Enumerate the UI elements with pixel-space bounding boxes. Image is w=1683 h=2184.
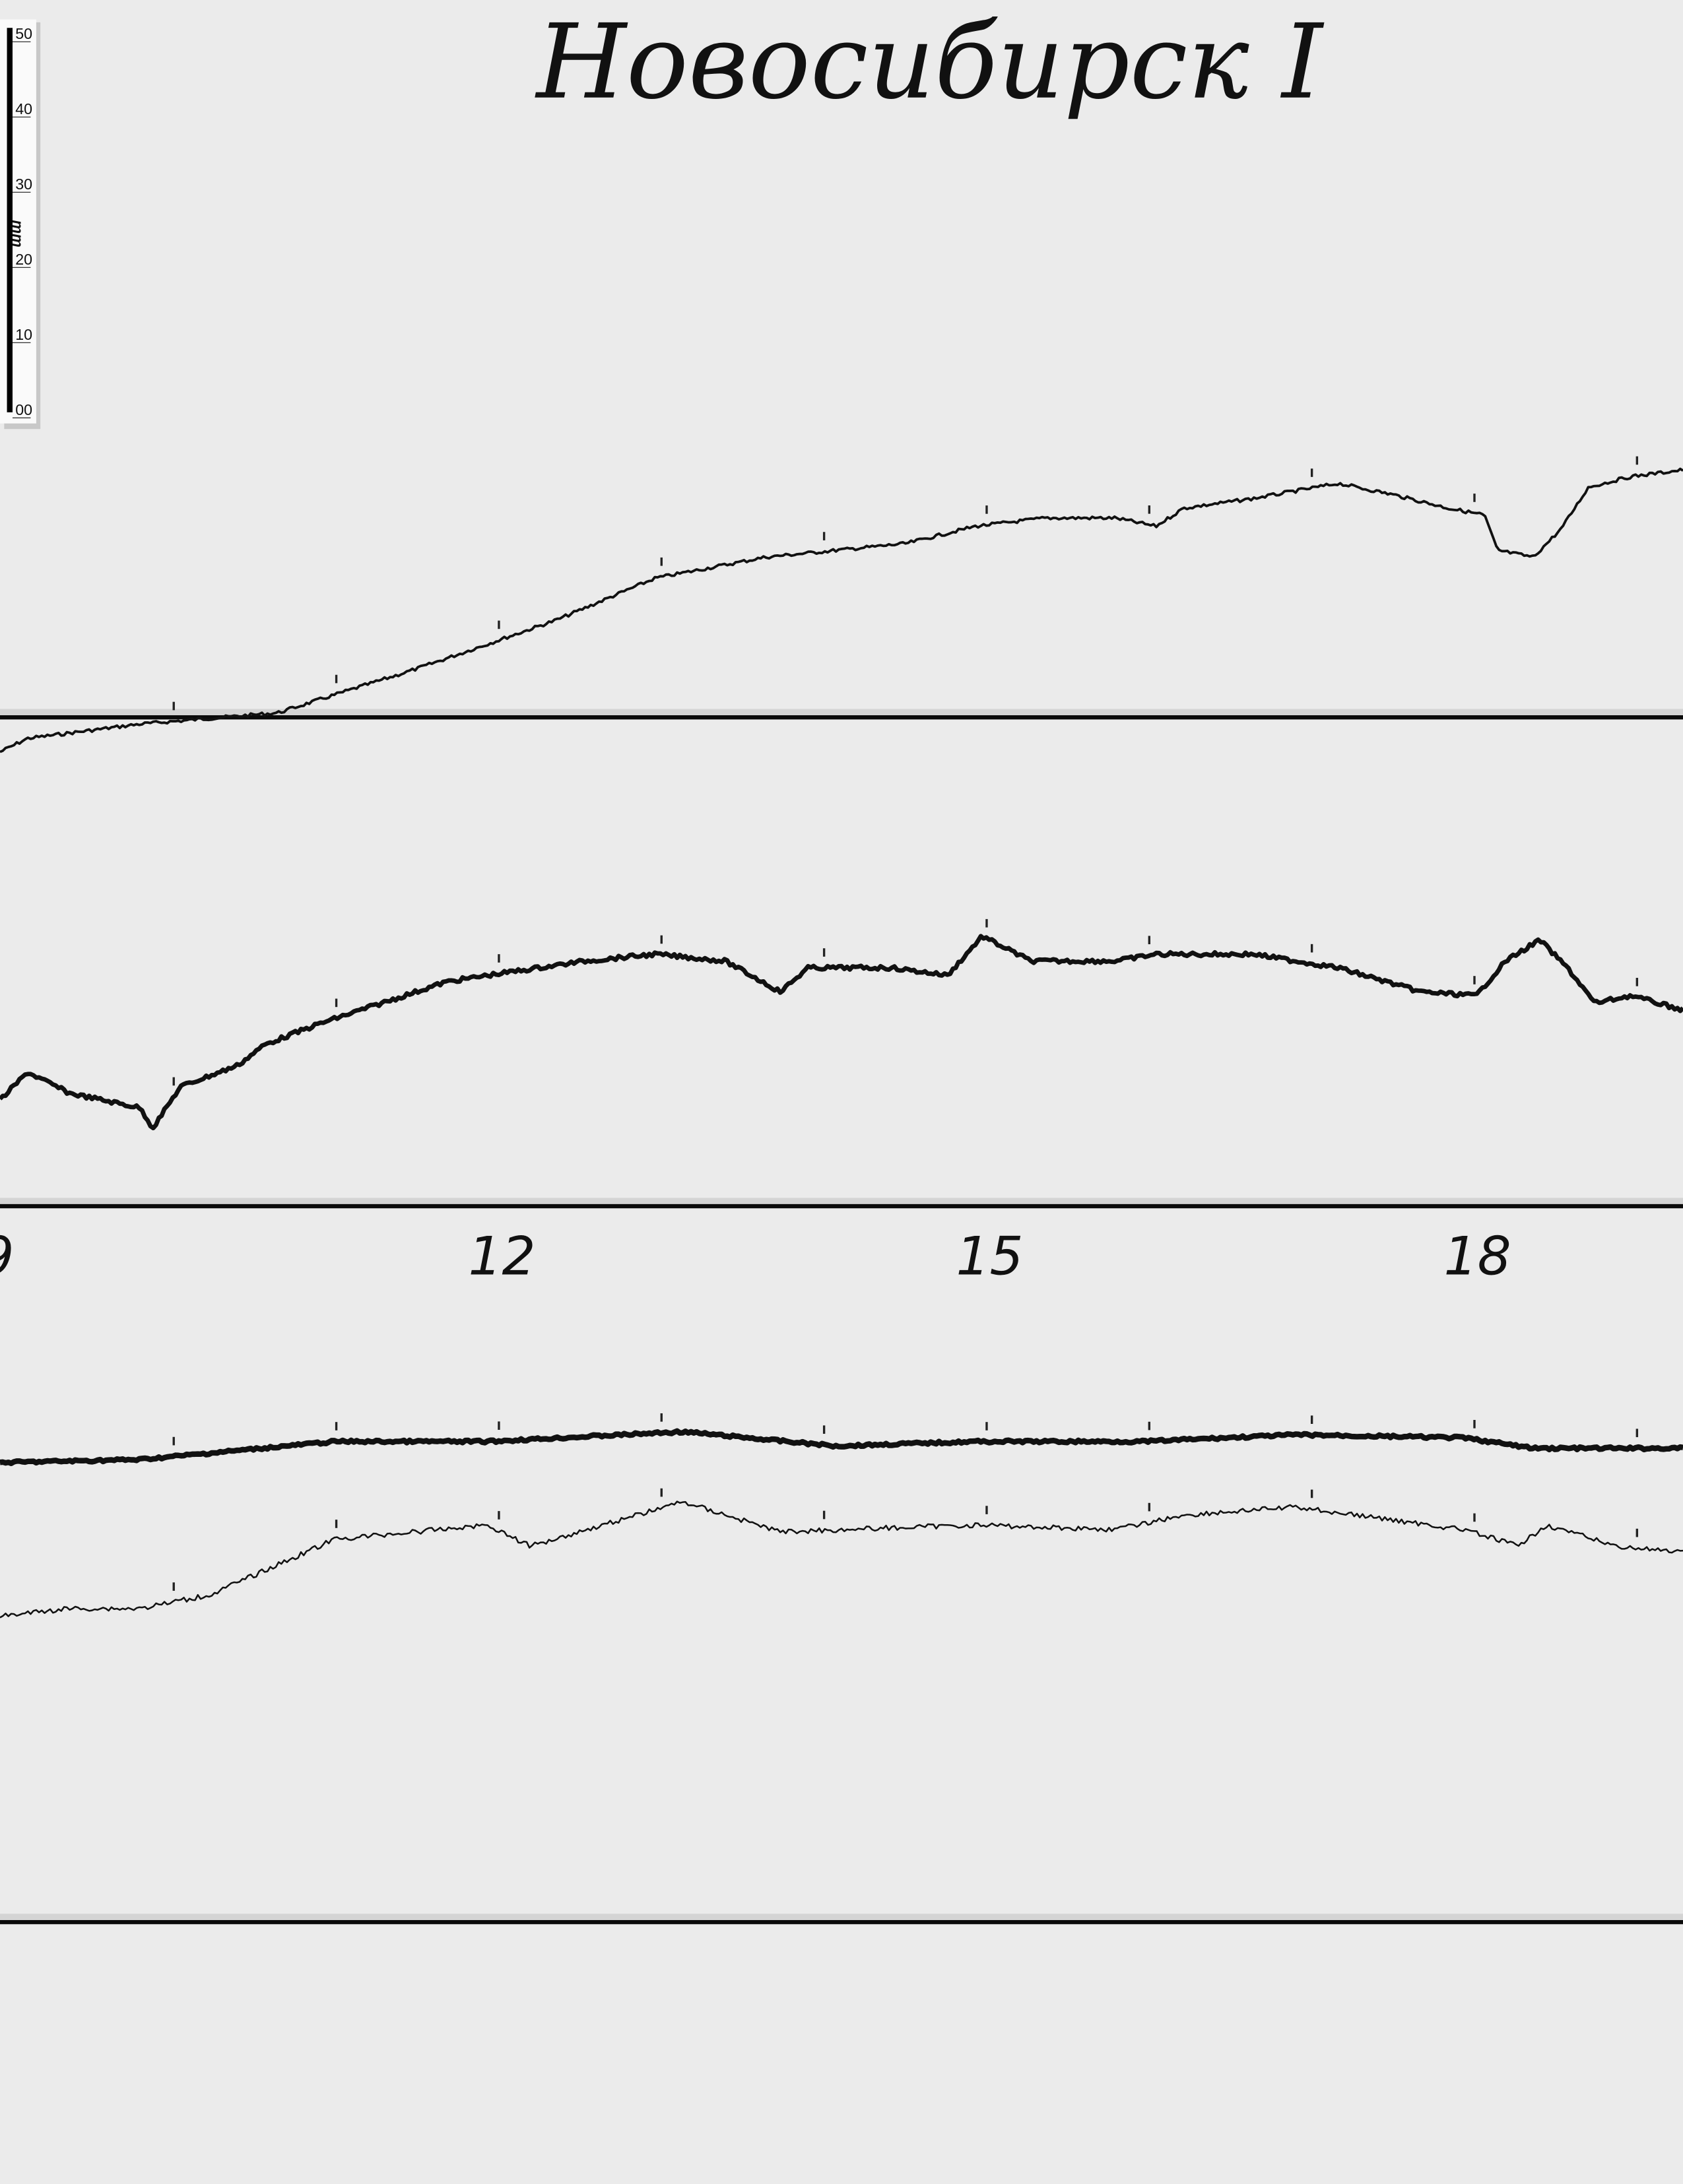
scale-tick-label: 20 [15, 251, 32, 268]
trace-1 [0, 467, 1683, 754]
trace-2 [0, 934, 1683, 1131]
scale-unit: mm [9, 220, 26, 247]
scale-bar: 50 40 30 20 10 00 mm [0, 19, 41, 430]
hour-label: 9 [0, 1226, 14, 1287]
scale-tick-label: 30 [15, 176, 32, 193]
hour-label: 15 [956, 1226, 1024, 1287]
trace-4 [0, 1500, 1683, 1619]
chart-title: Новосибирск I [535, 2, 1325, 122]
hour-label: 12 [468, 1226, 535, 1287]
trace-3 [0, 1428, 1683, 1466]
scale-tick-label: 50 [15, 25, 32, 42]
scale-bar-stripe [7, 28, 13, 412]
scale-tick-label: 00 [15, 401, 32, 418]
scale-bar-body [0, 19, 36, 424]
scale-tick-label: 10 [15, 326, 32, 343]
hour-label: 18 [1444, 1226, 1511, 1287]
scale-tick-label: 40 [15, 100, 32, 117]
